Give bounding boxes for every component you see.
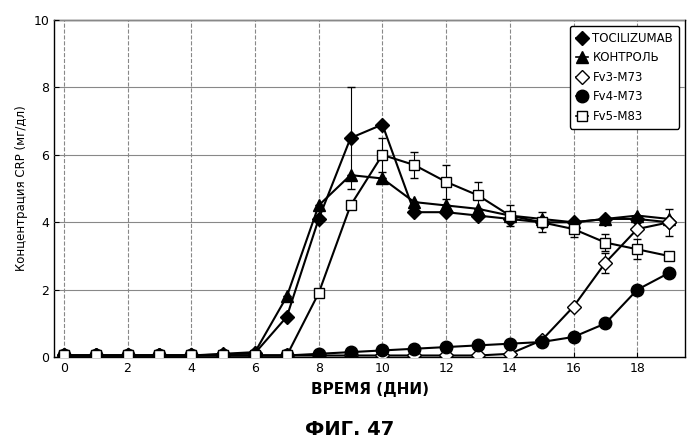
Text: ФИГ. 47: ФИГ. 47 [305, 420, 395, 439]
Y-axis label: Концентрация CRP (мг/дл): Концентрация CRP (мг/дл) [15, 106, 28, 272]
X-axis label: ВРЕМЯ (ДНИ): ВРЕМЯ (ДНИ) [311, 382, 428, 397]
Legend: TOCILIZUMAB, КОНТРОЛЬ, Fv3-M73, Fv4-M73, Fv5-M83: TOCILIZUMAB, КОНТРОЛЬ, Fv3-M73, Fv4-M73,… [570, 26, 679, 128]
